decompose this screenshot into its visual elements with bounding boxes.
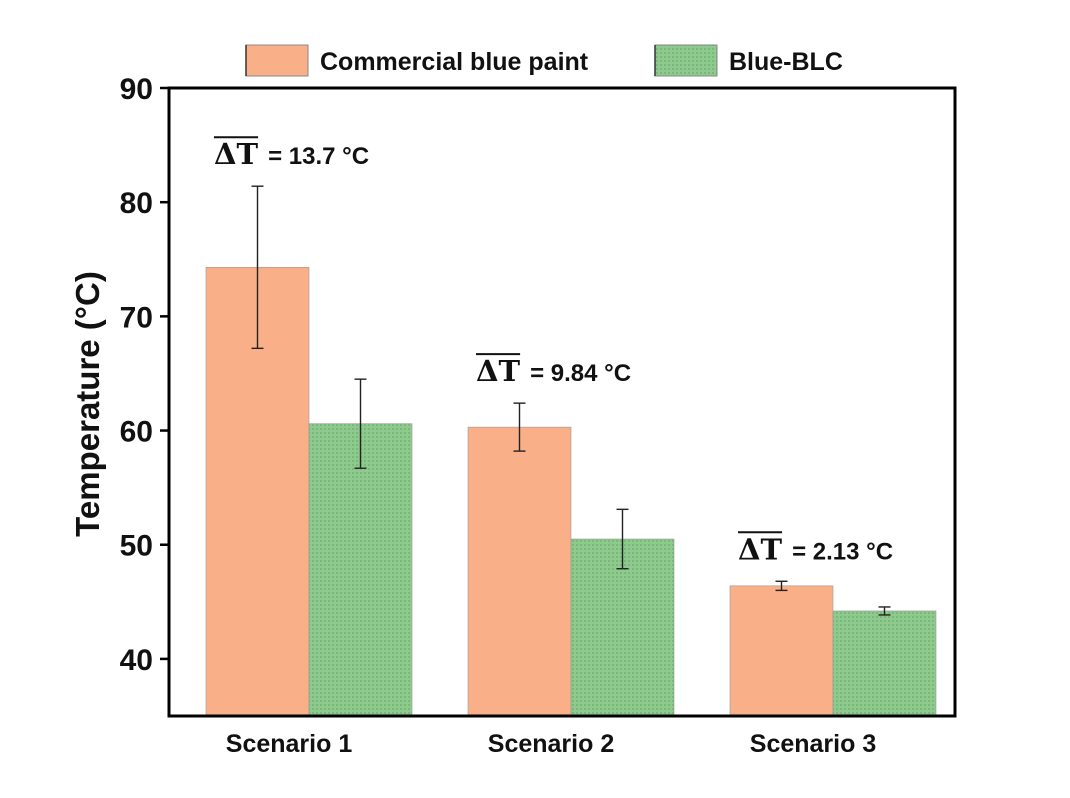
- bars: [205, 266, 937, 717]
- y-tick-label: 80: [120, 187, 153, 220]
- plot-frame: [167, 86, 957, 718]
- legend-swatch: [245, 44, 309, 77]
- legend-label: Blue-BLC: [729, 48, 843, 76]
- annotation-text: = 9.84 °C: [530, 360, 631, 387]
- delta-t-symbol: ΔT: [738, 532, 783, 566]
- legend: Commercial blue paint Blue-BLC: [245, 44, 843, 77]
- delta-t-symbol: ΔT: [476, 354, 521, 388]
- bar: [308, 423, 413, 717]
- y-tick-label: 40: [120, 644, 153, 677]
- y-axis: 40 50 60 70 80 90: [120, 73, 169, 677]
- y-tick-label: 70: [120, 301, 153, 334]
- x-axis: Scenario 1 Scenario 2 Scenario 3: [226, 730, 876, 758]
- annotations: ΔT = 13.7 °C ΔT = 9.84 °C ΔT = 2.13 °C: [214, 136, 893, 566]
- legend-swatch: [654, 44, 718, 77]
- x-tick-label: Scenario 1: [226, 730, 353, 758]
- y-tick-label: 50: [120, 530, 153, 563]
- y-tick-label: 90: [120, 73, 153, 106]
- y-tick-label: 60: [120, 416, 153, 449]
- x-tick-label: Scenario 2: [488, 730, 614, 758]
- bar: [832, 610, 937, 717]
- annotation-text: = 2.13 °C: [792, 538, 893, 565]
- error-bars: [251, 185, 891, 616]
- annotation-text: = 13.7 °C: [268, 143, 369, 170]
- y-axis-label: Temperature (°C): [69, 271, 106, 537]
- x-tick-label: Scenario 3: [750, 730, 876, 758]
- legend-label: Commercial blue paint: [320, 48, 589, 76]
- bar: [729, 585, 834, 717]
- bar: [467, 426, 572, 717]
- delta-t-symbol: ΔT: [214, 137, 259, 171]
